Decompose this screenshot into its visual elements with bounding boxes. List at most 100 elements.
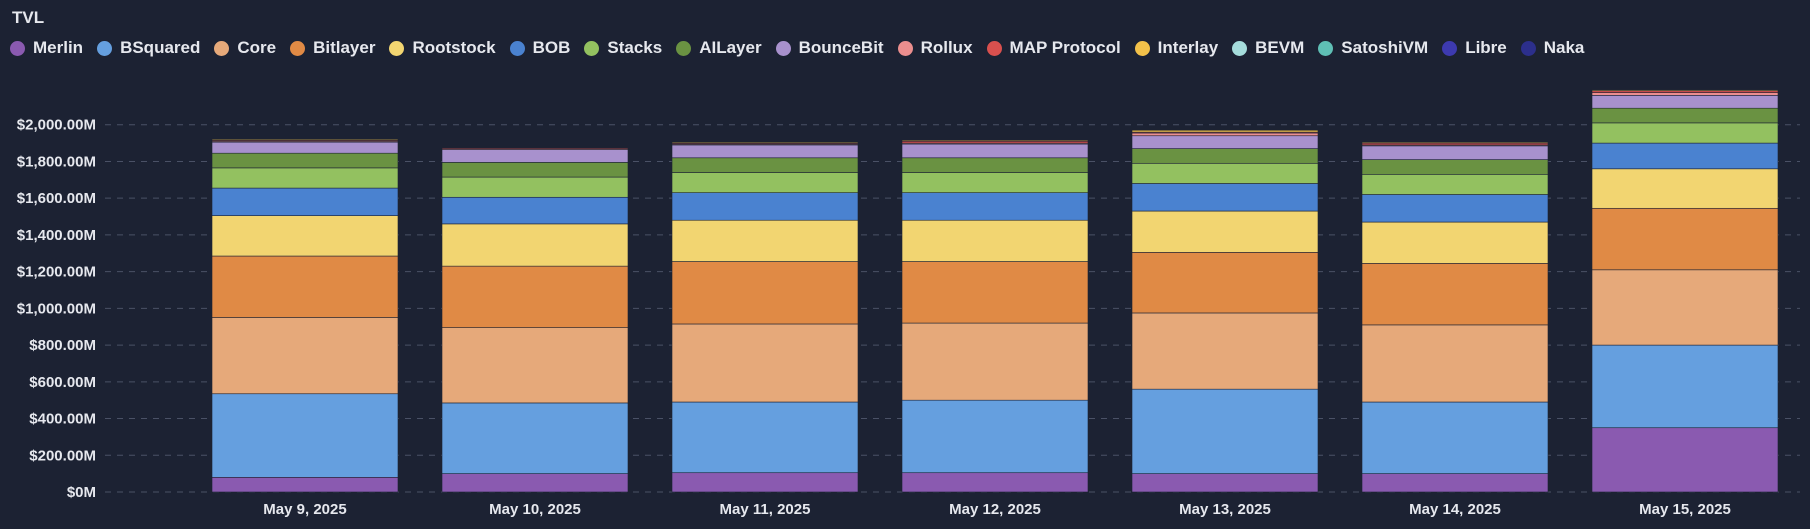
bar-segment[interactable] — [211, 215, 399, 257]
legend-item[interactable]: Libre — [1442, 38, 1507, 58]
bar-segment[interactable] — [901, 219, 1089, 262]
bar-segment[interactable] — [901, 399, 1089, 474]
bar-segment[interactable] — [901, 192, 1089, 221]
bar-segment[interactable] — [1591, 207, 1779, 271]
bar-segment[interactable] — [901, 143, 1089, 159]
bar-segment[interactable] — [671, 141, 859, 144]
y-tick-label: $0M — [67, 484, 96, 501]
bar-segment[interactable] — [901, 472, 1089, 493]
y-tick-label: $1,800.00M — [17, 153, 96, 170]
legend-item[interactable]: BounceBit — [775, 38, 884, 58]
bar-segment[interactable] — [1131, 132, 1319, 137]
bar-segment[interactable] — [1591, 122, 1779, 144]
bar-segment[interactable] — [441, 146, 629, 148]
bar-segment[interactable] — [1131, 183, 1319, 212]
bar-segment[interactable] — [441, 196, 629, 225]
legend-item[interactable]: MAP Protocol — [986, 38, 1121, 58]
bar-segment[interactable] — [1361, 221, 1549, 264]
bar-segment[interactable] — [1361, 159, 1549, 175]
legend-item[interactable]: AILayer — [676, 38, 762, 58]
bar-segment[interactable] — [1361, 174, 1549, 195]
legend-item[interactable]: Rollux — [897, 38, 973, 58]
bar-segment[interactable] — [1361, 324, 1549, 403]
legend-item[interactable]: Rootstock — [389, 38, 496, 58]
legend-item[interactable]: Naka — [1520, 38, 1584, 58]
bar-segment[interactable] — [1131, 312, 1319, 390]
legend-item[interactable]: Merlin — [10, 38, 83, 58]
bar-segment[interactable] — [211, 393, 399, 478]
legend-item[interactable]: Bitlayer — [290, 38, 375, 58]
bar-segment[interactable] — [901, 157, 1089, 173]
legend-label: BSquared — [120, 38, 201, 57]
bar-segment[interactable] — [441, 223, 629, 267]
legend-item[interactable]: BEVM — [1232, 38, 1304, 58]
legend-item[interactable]: Core — [214, 38, 276, 58]
legend-item[interactable]: BSquared — [97, 38, 200, 58]
legend-item[interactable]: SatoshiVM — [1318, 38, 1428, 58]
bar-segment[interactable] — [671, 172, 859, 193]
bar-segment[interactable] — [671, 261, 859, 325]
bar-segment[interactable] — [1361, 141, 1549, 144]
legend-label: Core — [237, 38, 277, 57]
bar-segment[interactable] — [441, 327, 629, 404]
bar-segment[interactable] — [211, 141, 399, 154]
legend-item[interactable]: Stacks — [584, 38, 662, 58]
bar-segment[interactable] — [1591, 92, 1779, 96]
bar-segment[interactable] — [1361, 194, 1549, 223]
bar-segment[interactable] — [211, 187, 399, 216]
legend-swatch — [509, 40, 525, 56]
bar-segment[interactable] — [1361, 145, 1549, 160]
bar-segment[interactable] — [211, 255, 399, 318]
legend-label: Rootstock — [412, 38, 496, 57]
bar-segment[interactable] — [1591, 344, 1779, 429]
bar-segment[interactable] — [1591, 95, 1779, 109]
bar-segment[interactable] — [671, 323, 859, 403]
bar-segment[interactable] — [211, 152, 399, 169]
legend-item[interactable]: BOB — [509, 38, 570, 58]
legend-label: MAP Protocol — [1009, 38, 1121, 57]
bar-segment[interactable] — [671, 144, 859, 159]
bar-segment[interactable] — [1131, 473, 1319, 493]
bar-segment[interactable] — [211, 477, 399, 493]
bar-segment[interactable] — [1591, 107, 1779, 124]
bar-segment[interactable] — [441, 473, 629, 493]
bar-segment[interactable] — [1591, 89, 1779, 92]
bar-segment[interactable] — [441, 176, 629, 198]
bar-segment[interactable] — [441, 149, 629, 163]
bar-segment[interactable] — [1131, 129, 1319, 133]
legend-swatch — [1520, 40, 1536, 56]
bar-segment[interactable] — [1591, 142, 1779, 170]
bar-segment[interactable] — [211, 317, 399, 395]
bar-segment[interactable] — [1361, 473, 1549, 493]
bar-segment[interactable] — [441, 162, 629, 178]
bar-segment[interactable] — [671, 401, 859, 474]
bar-segment[interactable] — [901, 140, 1089, 142]
bar-segment[interactable] — [671, 219, 859, 262]
bar-segment[interactable] — [901, 172, 1089, 193]
bar-segment[interactable] — [211, 167, 399, 189]
bar-segment[interactable] — [671, 472, 859, 493]
bar-segment[interactable] — [1361, 263, 1549, 326]
bar-segment[interactable] — [441, 265, 629, 328]
legend-swatch — [214, 40, 230, 56]
bar-segment[interactable] — [1131, 135, 1319, 149]
bar-segment[interactable] — [901, 261, 1089, 324]
bar-segment[interactable] — [1131, 388, 1319, 474]
bar-segment[interactable] — [671, 192, 859, 221]
legend-swatch — [584, 40, 600, 56]
bar-segment[interactable] — [1131, 210, 1319, 253]
bar-segment[interactable] — [1361, 401, 1549, 474]
bar-segment[interactable] — [1131, 162, 1319, 184]
bar-segment[interactable] — [1131, 252, 1319, 314]
bar-segment[interactable] — [1591, 269, 1779, 346]
bar-segment[interactable] — [1591, 427, 1779, 493]
bar-segment[interactable] — [1591, 168, 1779, 209]
bar-segment[interactable] — [901, 322, 1089, 401]
legend-item[interactable]: Interlay — [1134, 38, 1218, 58]
bar-segment[interactable] — [671, 157, 859, 173]
bar-segment[interactable] — [211, 139, 399, 141]
bar-segment[interactable] — [441, 402, 629, 474]
bar-segment[interactable] — [1131, 148, 1319, 164]
legend-label: Rollux — [920, 38, 973, 57]
